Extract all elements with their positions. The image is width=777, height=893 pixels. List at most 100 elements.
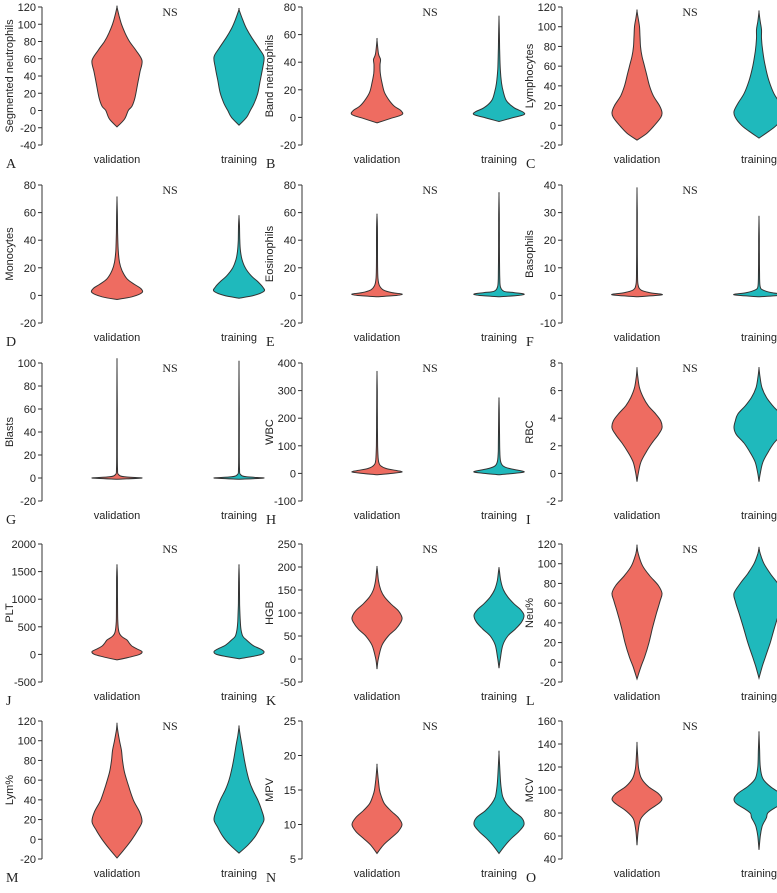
y-tick-label: 60 <box>24 775 36 787</box>
y-tick-label: 100 <box>278 608 296 620</box>
y-tick-label: 40 <box>284 235 296 247</box>
panel-letter: M <box>6 871 19 886</box>
panel-G: -20 0 20 40 60 80 100 Blasts validation training N… <box>4 358 265 528</box>
panel-letter: K <box>266 694 276 709</box>
x-category-label: training <box>221 510 257 522</box>
y-tick-label: -20 <box>20 123 36 135</box>
panel-M: -20 0 20 40 60 80 100 120 Lym% validation training… <box>4 716 265 886</box>
significance-label: NS <box>162 5 177 19</box>
x-category-label: validation <box>614 332 660 344</box>
violin-training <box>473 750 525 855</box>
panel-letter: H <box>266 513 276 528</box>
violin-validation <box>611 9 663 141</box>
y-tick-label: 100 <box>538 559 556 571</box>
y-tick-label: 0 <box>550 468 556 480</box>
panel-H: -100 0 100 200 300 400 WBC validation training NS… <box>264 358 525 528</box>
significance-label: NS <box>682 542 697 556</box>
y-tick-label: 10 <box>284 820 296 832</box>
y-tick-label: -2 <box>546 496 556 508</box>
panel-J: -500 0 500 1000 1500 2000 PLT validation trainin… <box>4 539 265 709</box>
violin-validation <box>611 187 663 298</box>
y-axis-label: MPV <box>264 777 276 802</box>
y-tick-label: 80 <box>544 41 556 53</box>
y-axis-label: Lym% <box>4 775 16 805</box>
significance-label: NS <box>162 183 177 197</box>
y-tick-label: 2 <box>550 441 556 453</box>
y-tick-label: 0 <box>30 834 36 846</box>
x-category-label: training <box>741 510 777 522</box>
x-category-label: training <box>221 691 257 703</box>
x-category-label: training <box>481 868 517 880</box>
y-tick-label: 0 <box>30 106 36 118</box>
y-tick-label: 20 <box>24 815 36 827</box>
y-tick-label: -40 <box>20 140 36 152</box>
violin-validation <box>350 37 404 124</box>
y-tick-label: 60 <box>284 30 296 42</box>
significance-label: NS <box>682 361 697 375</box>
violin-training <box>213 7 265 126</box>
y-tick-label: -20 <box>280 318 296 330</box>
y-tick-label: 80 <box>24 37 36 49</box>
y-axis-label: WBC <box>264 419 276 445</box>
y-tick-label: 2000 <box>12 539 36 551</box>
y-tick-label: 40 <box>24 427 36 439</box>
x-category-label: validation <box>354 510 400 522</box>
y-tick-label: -50 <box>280 677 296 689</box>
y-tick-label: 60 <box>24 54 36 66</box>
y-tick-label: 60 <box>24 404 36 416</box>
y-tick-label: 80 <box>544 808 556 820</box>
y-tick-label: 200 <box>278 413 296 425</box>
y-tick-label: 120 <box>18 2 36 14</box>
panel-letter: I <box>526 513 531 528</box>
y-tick-label: 150 <box>278 585 296 597</box>
x-category-label: training <box>741 332 777 344</box>
significance-label: NS <box>162 719 177 733</box>
y-tick-label: 15 <box>284 785 296 797</box>
y-tick-label: 40 <box>544 81 556 93</box>
y-tick-label: 0 <box>30 290 36 302</box>
y-tick-label: -20 <box>540 677 556 689</box>
panel-letter: B <box>266 157 275 172</box>
violin-training <box>212 215 266 299</box>
x-category-label: validation <box>354 691 400 703</box>
violin-training <box>733 215 777 298</box>
panel-letter: J <box>6 694 12 709</box>
panel-letter: A <box>6 157 17 172</box>
y-tick-label: 120 <box>18 716 36 728</box>
y-tick-label: 0 <box>290 290 296 302</box>
significance-label: NS <box>682 183 697 197</box>
significance-label: NS <box>422 5 437 19</box>
x-category-label: training <box>741 691 777 703</box>
y-tick-label: -500 <box>14 677 36 689</box>
y-tick-label: 5 <box>290 854 296 866</box>
panel-letter: L <box>526 694 535 709</box>
violin-validation <box>611 741 663 846</box>
x-category-label: training <box>741 154 777 166</box>
y-tick-label: 400 <box>278 358 296 370</box>
y-tick-label: 80 <box>24 755 36 767</box>
y-tick-label: -100 <box>274 496 296 508</box>
y-tick-label: -20 <box>280 140 296 152</box>
y-tick-label: 500 <box>18 622 36 634</box>
violin-validation <box>91 358 143 480</box>
y-tick-label: 0 <box>290 654 296 666</box>
violin-training <box>733 731 777 850</box>
violin-validation <box>91 5 143 128</box>
panel-letter: G <box>6 513 16 528</box>
y-tick-label: 100 <box>18 19 36 31</box>
y-tick-label: 120 <box>538 539 556 551</box>
x-category-label: training <box>481 691 517 703</box>
y-tick-label: 30 <box>544 208 556 220</box>
y-tick-label: 100 <box>278 441 296 453</box>
y-tick-label: 20 <box>544 101 556 113</box>
violin-training <box>213 725 265 854</box>
x-category-label: training <box>741 868 777 880</box>
y-tick-label: 60 <box>544 61 556 73</box>
y-tick-label: 4 <box>550 413 556 425</box>
y-tick-label: 100 <box>538 785 556 797</box>
y-axis-label: Monocytes <box>4 227 16 281</box>
y-tick-label: 60 <box>544 831 556 843</box>
x-category-label: validation <box>614 154 660 166</box>
significance-label: NS <box>682 5 697 19</box>
